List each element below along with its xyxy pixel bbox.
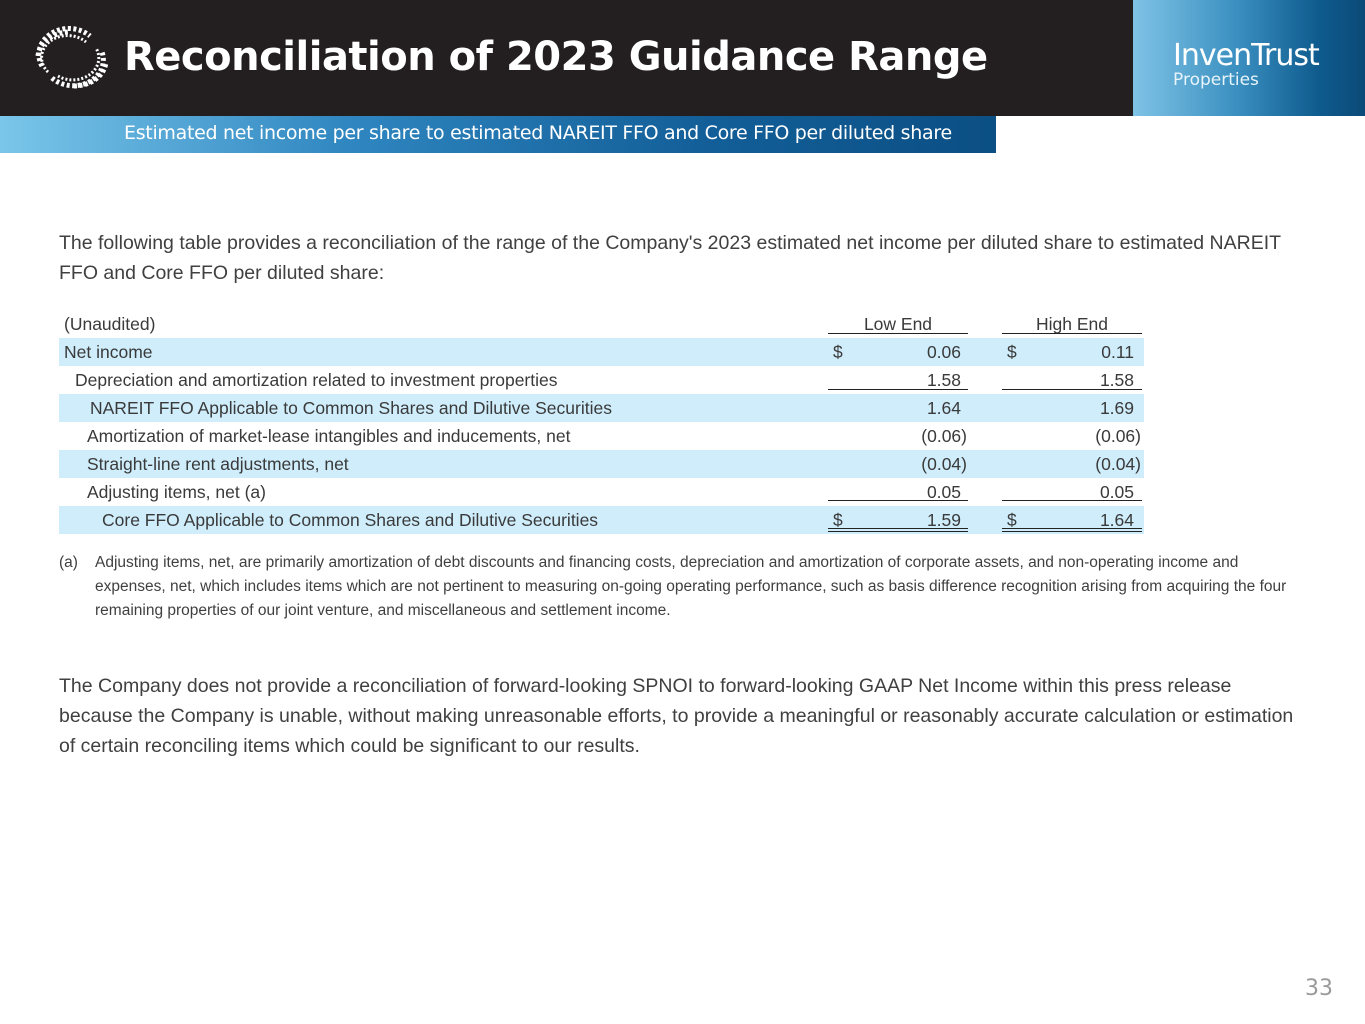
table-row: Straight-line rent adjustments, net (0.0… [59, 450, 1144, 478]
closing-text: The Company does not provide a reconcili… [59, 675, 1294, 757]
footnote-text: Adjusting items, net, are primarily amor… [95, 554, 1287, 619]
brand-logo: InvenTrust Properties [1133, 0, 1365, 116]
table-header-row: (Unaudited) Low End High End [59, 310, 1144, 338]
row-label: Adjusting items, net (a) [87, 482, 266, 502]
row-high-value: 0.11 [1101, 342, 1134, 362]
subtitle-bar: Estimated net income per share to estima… [0, 116, 996, 153]
footnote-mark: (a) [59, 554, 78, 571]
brand-name: InvenTrust [1173, 38, 1320, 73]
header-underline-low [828, 333, 968, 334]
row-low-value: (0.04) [921, 454, 967, 474]
page-subtitle: Estimated net income per share to estima… [124, 122, 952, 144]
unaudited-label: (Unaudited) [64, 314, 156, 334]
page-number: 33 [1305, 976, 1333, 1001]
header-bar: Reconciliation of 2023 Guidance Range [0, 0, 1133, 116]
intro-text: The following table provides a reconcili… [59, 232, 1281, 284]
row-currency-low: $ [833, 342, 843, 362]
row-label: NAREIT FFO Applicable to Common Shares a… [90, 398, 612, 418]
row-high-value: 1.58 [1099, 370, 1134, 390]
page-title: Reconciliation of 2023 Guidance Range [124, 34, 988, 80]
row-low-value: 0.05 [926, 482, 961, 502]
subtotal-rule-low [828, 389, 968, 390]
subtotal-rule-high [1002, 389, 1142, 390]
footnote: (a) Adjusting items, net, are primarily … [59, 551, 1299, 623]
total-double-rule-low [828, 528, 968, 532]
row-high-value: 1.64 [1099, 510, 1134, 530]
total-double-rule-high [1002, 528, 1142, 532]
row-high-value: 0.05 [1099, 482, 1134, 502]
row-high-value: 1.69 [1099, 398, 1134, 418]
col-high-header: High End [1036, 314, 1108, 334]
globe-dots-icon [35, 26, 109, 89]
row-label: Net income [64, 342, 153, 362]
row-high-value: (0.06) [1095, 426, 1141, 446]
row-label: Straight-line rent adjustments, net [87, 454, 349, 474]
table-row: Core FFO Applicable to Common Shares and… [59, 506, 1144, 534]
table-row: Net income $ 0.06 $ 0.11 [59, 338, 1144, 366]
reconciliation-table: (Unaudited) Low End High End Net income … [59, 310, 1144, 534]
row-currency-high: $ [1007, 510, 1017, 530]
row-low-value: 0.06 [926, 342, 961, 362]
col-low-header: Low End [863, 314, 933, 334]
row-label: Amortization of market-lease intangibles… [87, 426, 571, 446]
row-low-value: 1.59 [926, 510, 961, 530]
row-currency-low: $ [833, 510, 843, 530]
row-low-value: 1.58 [926, 370, 961, 390]
row-label: Depreciation and amortization related to… [75, 370, 558, 390]
brand-sub: Properties [1173, 70, 1259, 90]
subtotal-rule-low [828, 500, 968, 501]
row-high-value: (0.04) [1095, 454, 1141, 474]
row-label: Core FFO Applicable to Common Shares and… [102, 510, 599, 530]
table-row: Depreciation and amortization related to… [59, 366, 1144, 394]
header-underline-high [1002, 333, 1142, 334]
row-low-value: 1.64 [926, 398, 961, 418]
table-row: Adjusting items, net (a) 0.05 0.05 [59, 478, 1144, 506]
row-currency-high: $ [1007, 342, 1017, 362]
table-row: Amortization of market-lease intangibles… [59, 422, 1144, 450]
row-low-value: (0.06) [921, 426, 967, 446]
table-row: NAREIT FFO Applicable to Common Shares a… [59, 394, 1144, 422]
subtotal-rule-high [1002, 500, 1142, 501]
